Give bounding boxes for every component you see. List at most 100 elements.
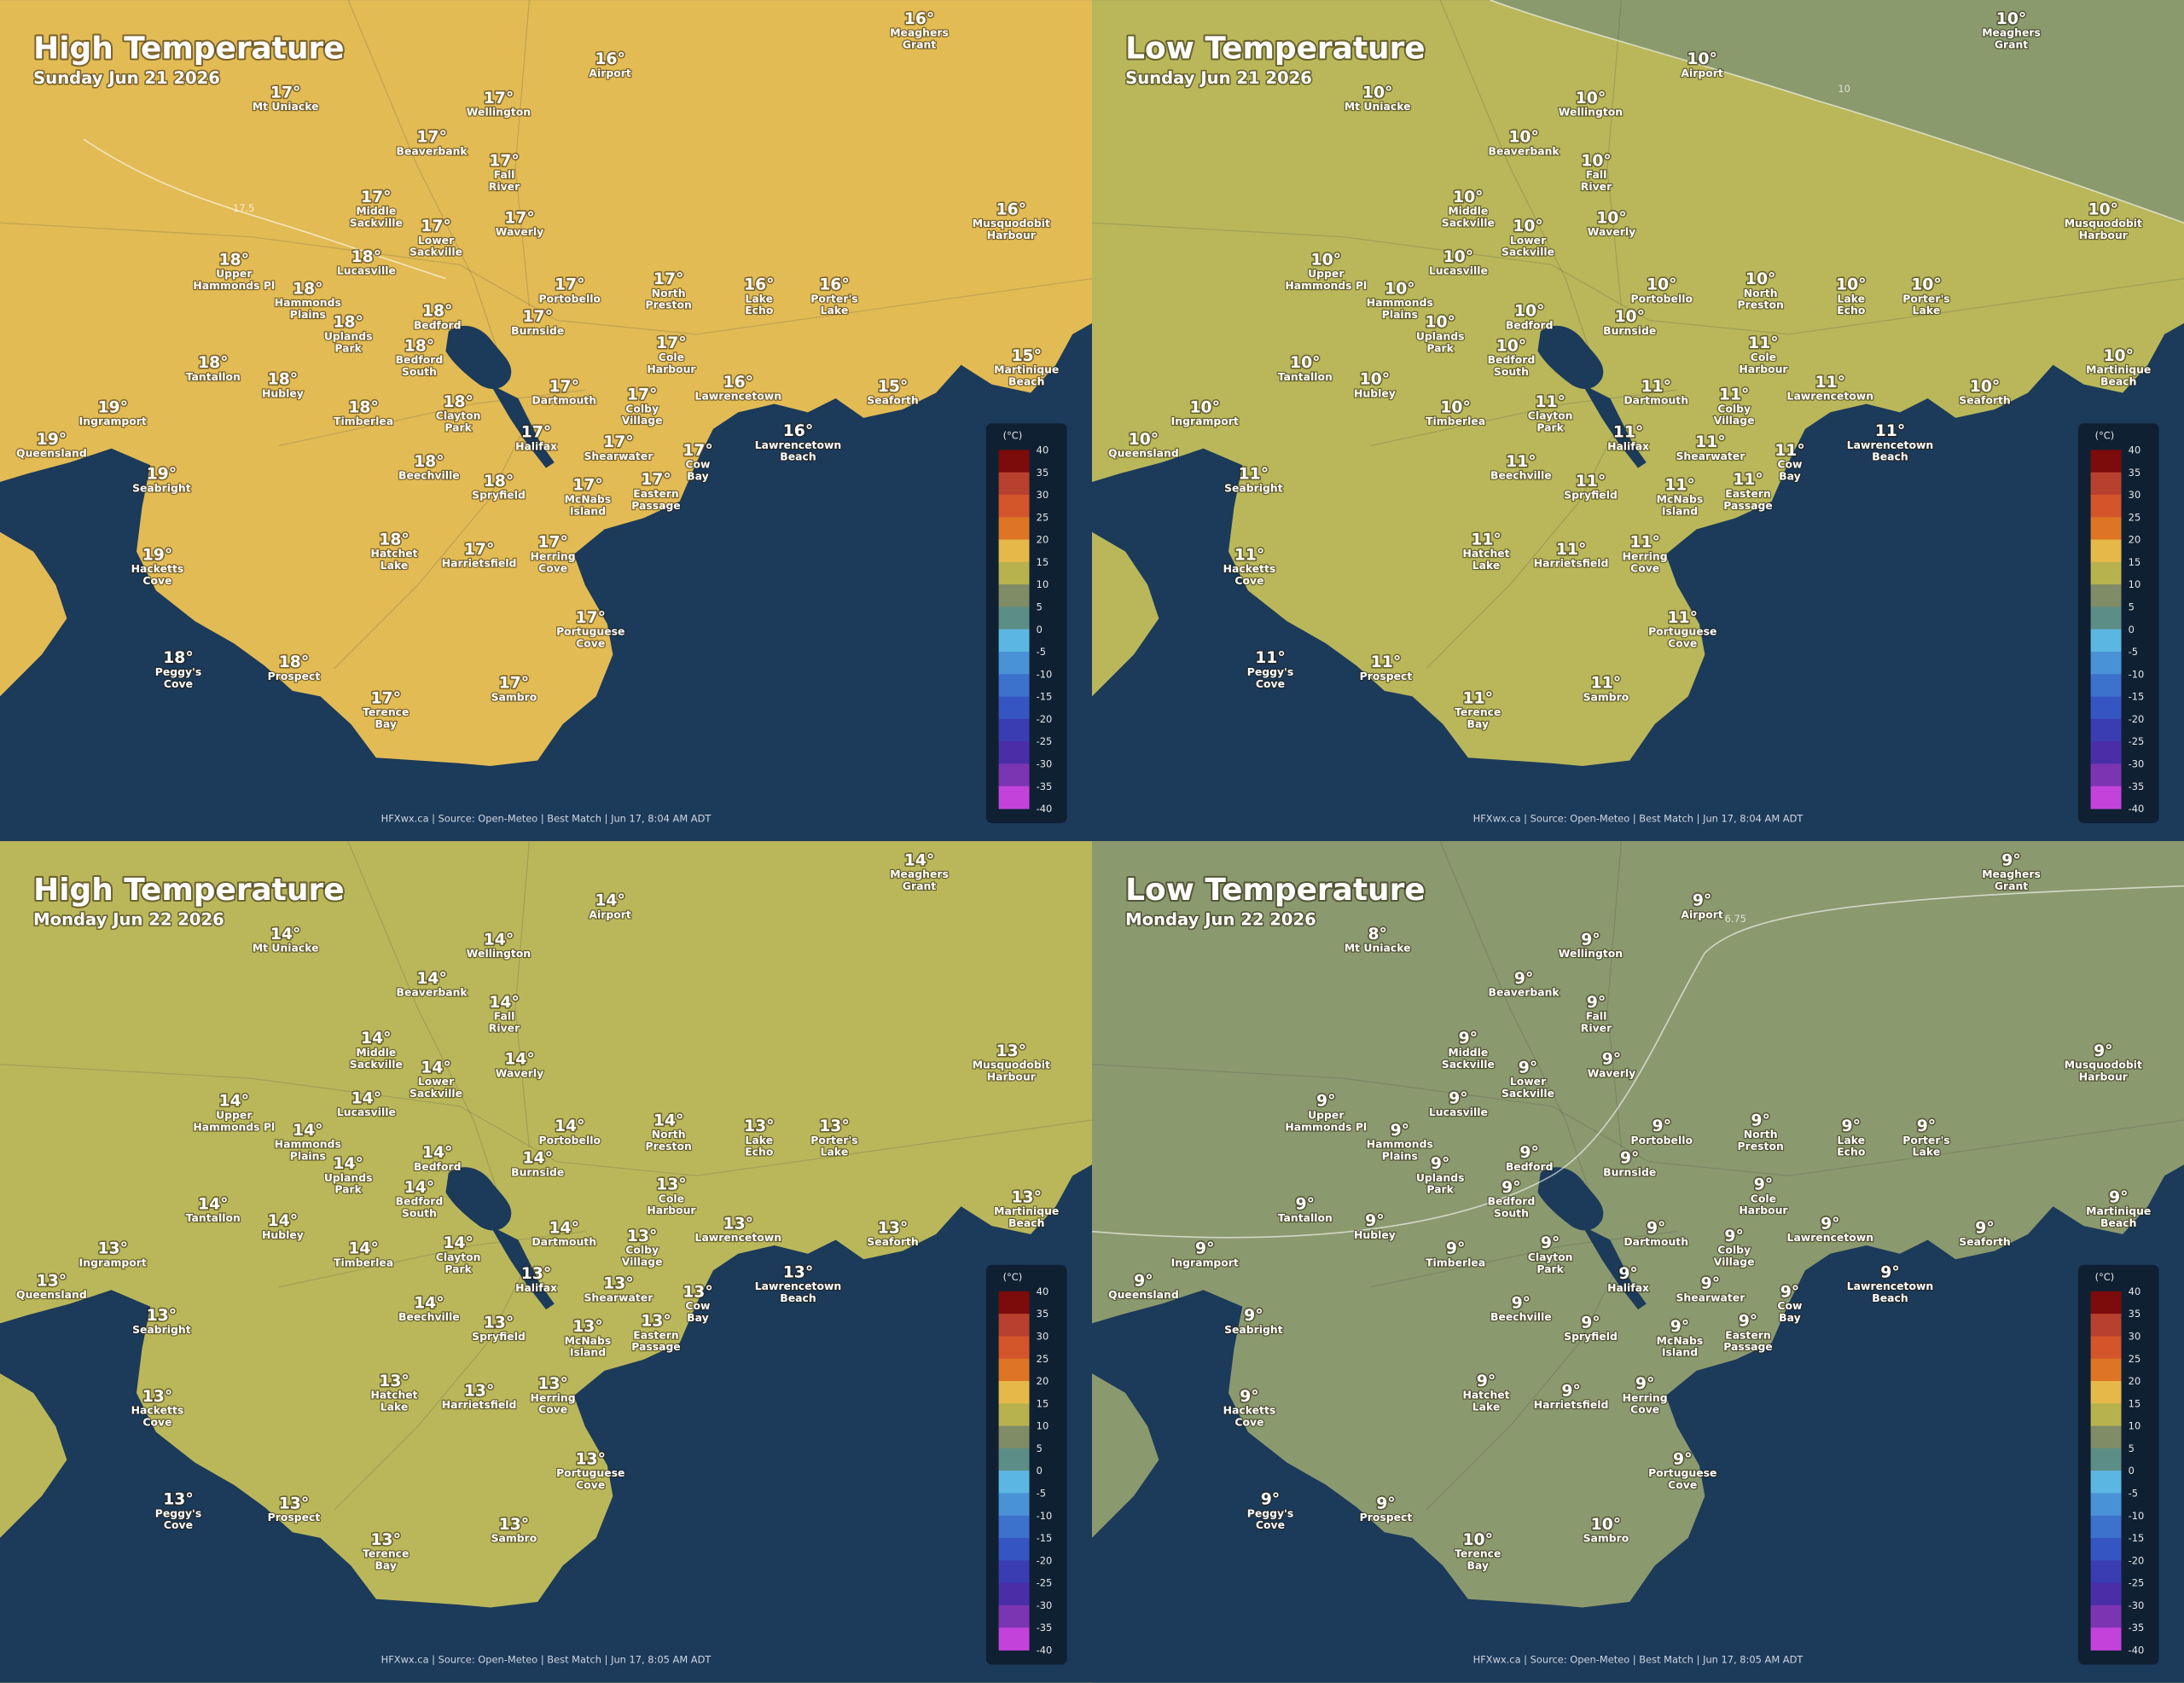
place-name: Mt Uniacke (1345, 941, 1411, 954)
panel-title: High Temperature (33, 32, 344, 67)
place-name: Clayton (436, 1251, 481, 1263)
place-name: Beach (780, 1291, 816, 1304)
place-name: Cove (1668, 636, 1697, 649)
place-name: Hammonds (275, 296, 341, 309)
place-temperature: 9° (1261, 1491, 1280, 1509)
place-name: Harbour (1739, 1204, 1788, 1216)
place-name: Passage (631, 499, 681, 512)
place-name: Beach (2100, 1216, 2136, 1229)
place-name: Village (1714, 414, 1755, 427)
place-name: Sambro (1583, 1532, 1629, 1545)
road (1606, 841, 1623, 1148)
legend-swatch (2090, 1448, 2122, 1471)
place-temperature: 10° (1911, 276, 1941, 294)
place-name: Sackville (1442, 1058, 1495, 1071)
place-temperature: 14° (653, 1112, 684, 1130)
place-name: Queensland (16, 447, 87, 460)
place-name: Hacketts (1223, 562, 1276, 575)
place-name: McNabs (1657, 492, 1704, 505)
place-temperature: 10° (1970, 378, 2000, 396)
legend-tick: 30 (1037, 489, 1049, 501)
place-name: McNabs (565, 1334, 612, 1347)
legend-tick: 20 (2129, 534, 2141, 546)
legend-tick: -20 (1037, 713, 1053, 725)
place-name: Upper (1308, 267, 1345, 280)
place-name: Ingramport (79, 1256, 147, 1268)
place-name: Terence (363, 1547, 409, 1560)
legend: (°C) 40 35 30 25 20 15 10 5 0 -5 -10 -15 -20 -25 -30 -35… (2077, 423, 2159, 823)
place-name: Prospect (1360, 1511, 1413, 1523)
place-temperature: 13° (819, 1117, 850, 1135)
place-temperature: 11° (1875, 422, 1905, 440)
place-name: Beechville (1490, 1310, 1552, 1323)
place-name: Park (334, 1183, 362, 1196)
legend-swatch (998, 741, 1030, 764)
place-temperature: 9° (1514, 970, 1533, 988)
legend-swatch (2090, 1380, 2122, 1404)
road (278, 389, 585, 447)
place-temperature: 13° (744, 1117, 775, 1135)
place-temperature: 10° (1360, 371, 1391, 389)
place-name: Beach (1008, 374, 1044, 387)
place-temperature: 14° (219, 1093, 250, 1111)
place-name: Tantallon (186, 1211, 241, 1224)
place-temperature: 10° (1745, 270, 1775, 288)
place-temperature: 14° (484, 931, 514, 949)
legend-tick: 40 (2129, 444, 2141, 456)
place-temperature: 18° (348, 398, 378, 416)
place-name: River (489, 180, 520, 193)
legend-tick: 25 (2129, 511, 2141, 523)
place-name: Burnside (511, 324, 564, 337)
place-name: Tantallon (1278, 370, 1333, 383)
place-name: Dartmouth (1623, 1235, 1688, 1248)
legend-swatch (998, 1560, 1030, 1584)
road (334, 1259, 530, 1511)
place-name: Peggy's (1247, 665, 1293, 678)
place-name: Shearwater (584, 450, 653, 462)
place-temperature: 16° (723, 374, 754, 392)
place-name: Bedford (1488, 1195, 1536, 1208)
place-name: Lake (1472, 1400, 1501, 1413)
place-temperature: 9° (1780, 1283, 1799, 1301)
place-name: Beechville (398, 469, 460, 482)
place-temperature: 14° (268, 1212, 298, 1230)
place-temperature: 13° (163, 1491, 194, 1509)
place-name: Martinique (994, 1204, 1059, 1217)
legend-tick: 0 (2129, 1465, 2135, 1477)
place-name: Hatchet (1462, 1389, 1509, 1402)
place-name: Preston (1738, 1140, 1784, 1152)
place-name: Harbour (987, 229, 1037, 241)
place-name: Waverly (496, 1066, 544, 1079)
place-name: Hacketts (131, 1404, 184, 1417)
place-temperature: 10° (1462, 1531, 1492, 1549)
place-temperature: 11° (1774, 442, 1804, 460)
road (1091, 222, 2184, 335)
place-name: Plains (1382, 308, 1418, 321)
place-name: Queensland (1108, 1288, 1179, 1301)
road (0, 222, 1093, 335)
road (514, 841, 531, 1148)
place-name: Uplands (324, 329, 373, 342)
road (347, 0, 502, 363)
place-name: Sambro (491, 1532, 537, 1545)
road (334, 417, 530, 670)
place-name: Waverly (1588, 225, 1636, 238)
place-temperature: 14° (443, 1234, 473, 1252)
place-temperature: 9° (2094, 1042, 2112, 1060)
legend-swatch (998, 1403, 1030, 1427)
place-name: Hatchet (1462, 547, 1509, 560)
place-temperature: 14° (549, 1219, 579, 1237)
legend-tick: -15 (2129, 691, 2145, 703)
place-temperature: 14° (421, 1059, 451, 1077)
legend-swatch (998, 1493, 1030, 1517)
place-temperature: 13° (464, 1382, 495, 1400)
place-temperature: 9° (1635, 1375, 1654, 1393)
place-temperature: 10° (1385, 281, 1415, 299)
ocean (1092, 322, 2184, 842)
place-name: Sackville (350, 1058, 403, 1071)
place-temperature: 11° (1719, 386, 1749, 404)
place-temperature: 13° (97, 1240, 128, 1258)
panel-subtitle: Monday Jun 22 2026 (1125, 909, 1316, 929)
